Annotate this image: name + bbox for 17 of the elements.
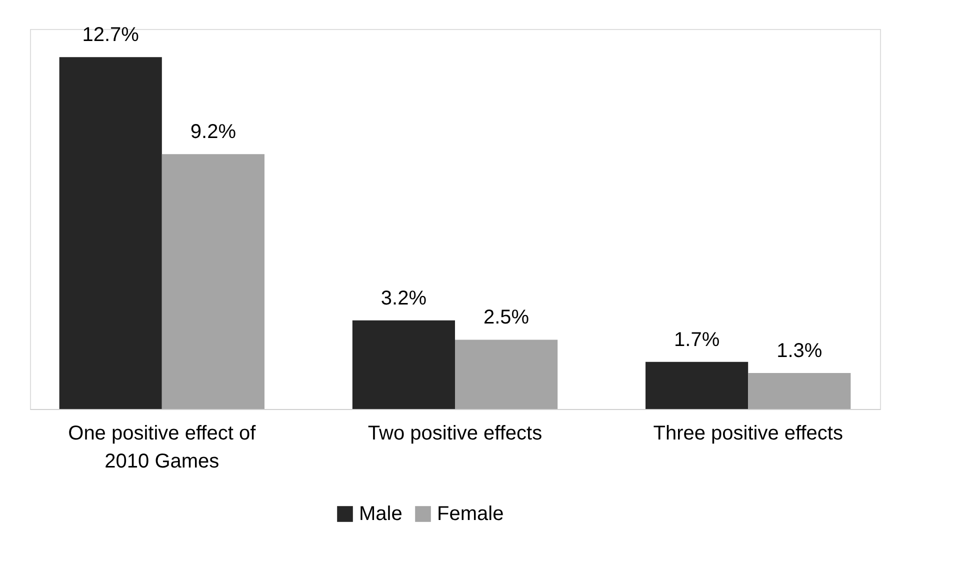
data-label: 1.3% <box>776 340 822 362</box>
legend-label: Male <box>359 503 402 525</box>
legend-label: Female <box>437 503 504 525</box>
data-label: 12.7% <box>82 24 140 46</box>
data-label: 2.5% <box>483 306 530 329</box>
data-label: 3.2% <box>380 287 427 310</box>
x-tick-label: Three positive effects <box>653 422 843 444</box>
bar <box>748 372 851 409</box>
bar <box>455 340 558 409</box>
bar <box>59 57 162 409</box>
bar <box>352 320 455 409</box>
x-tick-label: Two positive effects <box>368 422 542 444</box>
x-tick-label: One positive effect of 2010 Games <box>68 422 256 472</box>
bar <box>162 154 264 409</box>
data-label: 9.2% <box>190 121 236 144</box>
data-label: 1.7% <box>674 328 720 351</box>
bar <box>646 362 748 409</box>
